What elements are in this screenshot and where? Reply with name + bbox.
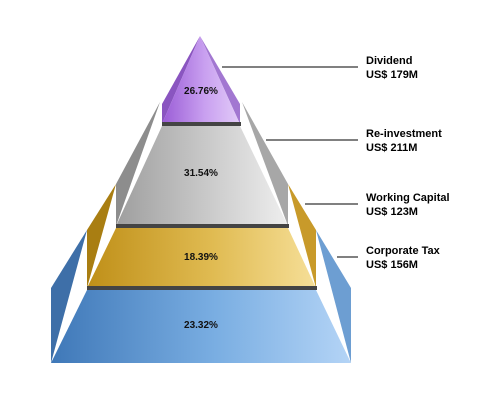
workingcapital-right-side [288, 184, 316, 288]
corporatetax-left-side [51, 230, 87, 363]
segment-dividend [162, 36, 240, 124]
category-label-reinvestment: Re-investment [366, 128, 442, 140]
value-label-workingcapital: US$ 123M [366, 206, 418, 218]
segment-workingcapital [87, 228, 316, 288]
segment-reinvestment-cap [116, 224, 289, 228]
value-label-reinvestment: US$ 211M [366, 142, 417, 154]
corporatetax-right-side [316, 230, 351, 363]
workingcapital-left-side [87, 184, 116, 288]
segment-corporatetax [51, 290, 351, 363]
segment-workingcapital-cap [87, 286, 317, 290]
reinvestment-right-side [242, 102, 288, 226]
percent-label-dividend: 26.76% [184, 86, 218, 97]
segment-reinvestment [116, 126, 288, 226]
segment-dividend-cap [162, 122, 241, 126]
percent-label-workingcapital: 18.39% [184, 252, 218, 263]
category-label-corporatetax: Corporate Tax [366, 245, 441, 257]
value-label-corporatetax: US$ 156M [366, 259, 418, 271]
percent-label-corporatetax: 23.32% [184, 320, 218, 331]
category-label-workingcapital: Working Capital [366, 192, 450, 204]
reinvestment-left-side [116, 102, 160, 226]
value-label-dividend: US$ 179M [366, 69, 418, 81]
percent-label-reinvestment: 31.54% [184, 168, 218, 179]
category-label-dividend: Dividend [366, 55, 412, 67]
